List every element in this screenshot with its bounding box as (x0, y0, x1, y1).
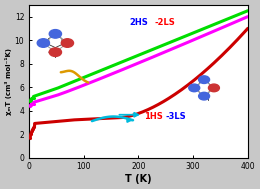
Point (28, 100, 32, 103)
Point (32, 125, 36, 129)
Point (31, 127, 35, 130)
X-axis label: T (K): T (K) (125, 174, 152, 184)
Circle shape (209, 84, 219, 92)
Point (29, 98, 33, 101)
Point (31, 126, 36, 129)
Circle shape (199, 76, 210, 84)
Circle shape (189, 84, 200, 92)
Text: -3LS: -3LS (166, 112, 186, 121)
Point (31, 96, 35, 99)
Circle shape (49, 30, 62, 38)
Point (30, 102, 34, 105)
Point (32, 96, 36, 99)
Point (30, 97, 34, 100)
Circle shape (37, 39, 49, 47)
Point (28, 104, 32, 107)
Point (31, 102, 35, 105)
Point (29, 103, 33, 106)
Point (30, 130, 34, 133)
Text: 1HS: 1HS (144, 112, 163, 121)
Point (29, 103, 33, 106)
Point (31, 102, 36, 105)
Text: 2HS: 2HS (130, 18, 148, 27)
Circle shape (61, 39, 74, 47)
Point (30, 102, 35, 105)
Point (30, 129, 35, 132)
Y-axis label: χₘT (cm³ mol⁻¹K): χₘT (cm³ mol⁻¹K) (5, 48, 12, 115)
Circle shape (49, 48, 62, 57)
Point (32, 102, 36, 105)
Point (28, 136, 32, 139)
Point (31, 96, 36, 99)
Point (29, 133, 33, 136)
Circle shape (199, 92, 210, 100)
Point (29, 131, 33, 134)
Point (30, 97, 35, 100)
Text: -2LS: -2LS (155, 18, 176, 27)
Point (29, 97, 33, 100)
